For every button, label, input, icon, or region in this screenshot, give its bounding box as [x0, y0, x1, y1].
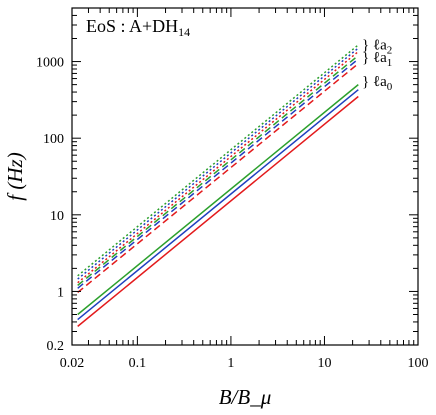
y-tick-label: 100 — [43, 132, 64, 147]
x-tick-label: 0.02 — [60, 356, 85, 371]
series-line-dashed-4 — [77, 58, 359, 289]
y-tick-label: 1000 — [36, 56, 64, 71]
series-line-dotted-2 — [77, 50, 359, 284]
y-axis-title: f (Hz) — [3, 152, 27, 200]
series-line-solid-6 — [77, 84, 359, 316]
axis-titles-layer: B/B_μ f (Hz) — [3, 152, 271, 409]
ticks-layer — [71, 7, 419, 346]
mode-group-label-1: } ℓa1 — [362, 50, 392, 69]
series-line-solid-8 — [77, 95, 359, 327]
x-tick-label: 1 — [227, 356, 234, 371]
x-tick-label: 0.1 — [129, 356, 147, 371]
y-tick-label: 1 — [57, 285, 64, 300]
tick-labels-layer: 0.02 0.1 1 10 100 0.2 1 10 100 1000 — [36, 56, 429, 371]
series-line-dashed-5 — [77, 63, 359, 294]
x-axis-title: B/B_μ — [219, 385, 272, 409]
series-line-dotted-0 — [77, 44, 359, 277]
mode-group-label-0: } ℓa2 — [362, 37, 392, 56]
series-line-dotted-1 — [77, 47, 359, 280]
series-line-solid-7 — [77, 89, 359, 321]
mode-group-label-2: } ℓa0 — [362, 74, 393, 93]
eos-label: EoS : A+DH14 — [86, 16, 190, 39]
plot-frame — [71, 7, 419, 346]
series-line-dashed-3 — [77, 54, 359, 286]
y-tick-label: 0.2 — [47, 339, 65, 354]
annotation-layer: EoS : A+DH14 } ℓa2} ℓa1 } ℓa0 — [86, 16, 393, 93]
series-layer — [77, 44, 359, 327]
x-tick-label: 100 — [408, 356, 429, 371]
x-tick-label: 10 — [317, 356, 331, 371]
y-tick-label: 10 — [50, 209, 64, 224]
